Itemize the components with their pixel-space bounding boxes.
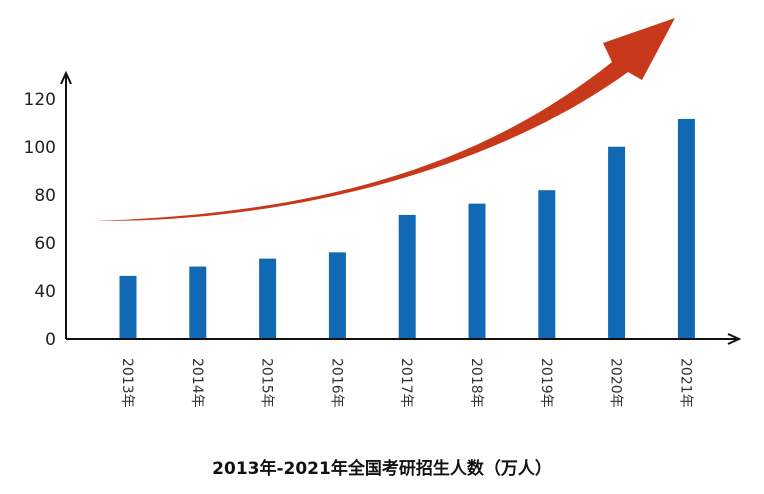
bar-2021年 xyxy=(677,118,695,339)
x-tick-label: 2013年 xyxy=(119,358,135,408)
y-tick-label: 100 xyxy=(24,138,56,158)
y-tick-label: 0 xyxy=(45,330,56,350)
trend-arrow-icon xyxy=(95,18,675,222)
bar-2020年 xyxy=(608,146,626,339)
x-axis-arrow-icon xyxy=(727,333,742,345)
bar-2014年 xyxy=(189,266,207,339)
y-tick-label: 60 xyxy=(34,234,56,254)
bar-2019年 xyxy=(538,190,556,339)
chart-title: 2013年-2021年全国考研招生人数（万人） xyxy=(212,458,552,479)
bar-2016年 xyxy=(328,252,346,339)
x-tick-label: 2017年 xyxy=(398,358,414,408)
x-tick-label: 2020年 xyxy=(608,358,624,408)
bar-2015年 xyxy=(259,258,277,339)
x-tick-label: 2016年 xyxy=(328,358,344,408)
x-tick-label: 2018年 xyxy=(468,358,484,408)
y-tick-label: 40 xyxy=(34,282,56,302)
x-tick-label: 2015年 xyxy=(259,358,275,408)
y-tick-label: 120 xyxy=(24,90,56,110)
bar-2018年 xyxy=(468,203,486,339)
x-tick-label: 2014年 xyxy=(189,358,205,408)
x-tick-label: 2019年 xyxy=(538,358,554,408)
x-tick-label: 2021年 xyxy=(677,358,693,408)
bar-2013年 xyxy=(119,275,137,339)
y-tick-label: 80 xyxy=(34,186,56,206)
y-axis-arrow-icon xyxy=(60,70,72,85)
bar-2017年 xyxy=(398,214,416,339)
